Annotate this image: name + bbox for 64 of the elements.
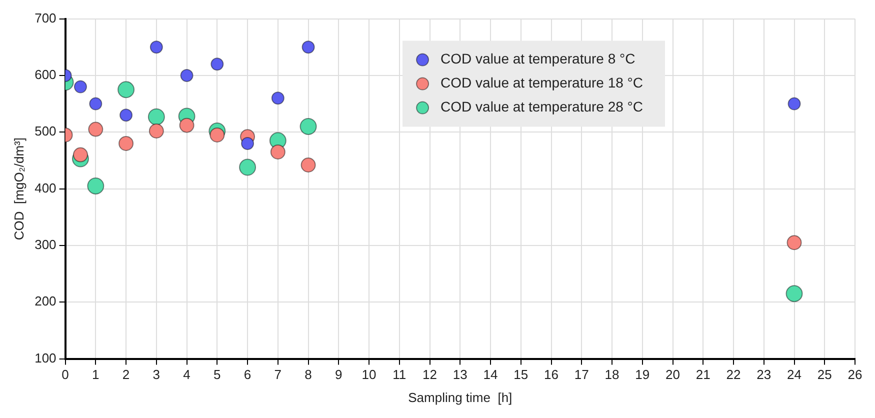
x-tick-label: 5: [214, 367, 221, 382]
x-tick-label: 6: [244, 367, 252, 382]
point: [148, 108, 165, 126]
point: [270, 144, 286, 160]
point: [241, 136, 254, 150]
point: [179, 118, 194, 133]
point: [120, 108, 133, 122]
y-axis-title: COD [mgO₂/dm³]: [11, 138, 26, 240]
point: [300, 118, 317, 135]
y-tick-label: 300: [34, 237, 56, 252]
x-tick-label: 26: [848, 367, 862, 382]
y-tick-label: 100: [34, 350, 56, 366]
x-tick-label: 22: [726, 367, 741, 382]
x-tick-label: 8: [304, 367, 312, 382]
y-tick-label: 600: [34, 67, 56, 82]
y-tick-label: 400: [34, 180, 56, 196]
point: [74, 80, 87, 94]
x-tick-label: 24: [787, 367, 802, 382]
x-tick-label: 11: [392, 367, 406, 382]
point: [72, 147, 88, 162]
x-tick-label: 13: [452, 367, 468, 382]
legend-label: COD value at temperature 28 °C: [440, 98, 643, 115]
x-tick-label: 9: [335, 367, 342, 382]
legend-label: COD value at temperature 18 °C: [440, 74, 643, 91]
x-tick-label: 20: [666, 367, 680, 382]
y-tick-label: 200: [34, 294, 56, 309]
point: [239, 158, 256, 176]
x-tick-label: 16: [544, 367, 558, 382]
x-tick-label: 19: [635, 367, 650, 382]
point: [302, 40, 315, 54]
point: [89, 97, 102, 110]
point: [788, 97, 801, 110]
point: [150, 40, 163, 54]
x-tick-label: 12: [422, 367, 438, 382]
point: [87, 177, 104, 194]
x-tick-label: 10: [362, 367, 376, 382]
point: [148, 124, 164, 138]
point: [300, 158, 316, 172]
y-tick-label: 500: [34, 124, 56, 139]
point: [118, 136, 134, 151]
x-tick-label: 7: [274, 367, 282, 382]
x-tick-label: 18: [604, 367, 620, 382]
x-tick-label: 3: [152, 367, 160, 382]
x-tick-label: 21: [696, 367, 710, 382]
x-tick-label: 2: [122, 367, 130, 382]
x-tick-label: 4: [183, 367, 190, 382]
x-tick-label: 1: [92, 367, 100, 382]
x-tick-label: 15: [514, 367, 528, 382]
x-axis-title: Sampling time [h]: [408, 390, 512, 405]
point: [210, 127, 225, 142]
x-tick-label: 25: [817, 367, 832, 382]
x-tick-label: 23: [756, 367, 772, 382]
y-tick-label: 700: [34, 10, 56, 26]
x-tick-label: 0: [62, 367, 69, 382]
legend-label: COD value at temperature 8 °C: [440, 50, 636, 67]
point: [180, 68, 194, 82]
x-tick-label: 17: [574, 367, 589, 382]
point: [210, 58, 224, 71]
x-tick-label: 14: [483, 367, 498, 382]
point: [118, 81, 135, 98]
point: [786, 235, 802, 250]
point: [88, 122, 104, 137]
point: [786, 285, 803, 302]
point: [271, 92, 284, 105]
